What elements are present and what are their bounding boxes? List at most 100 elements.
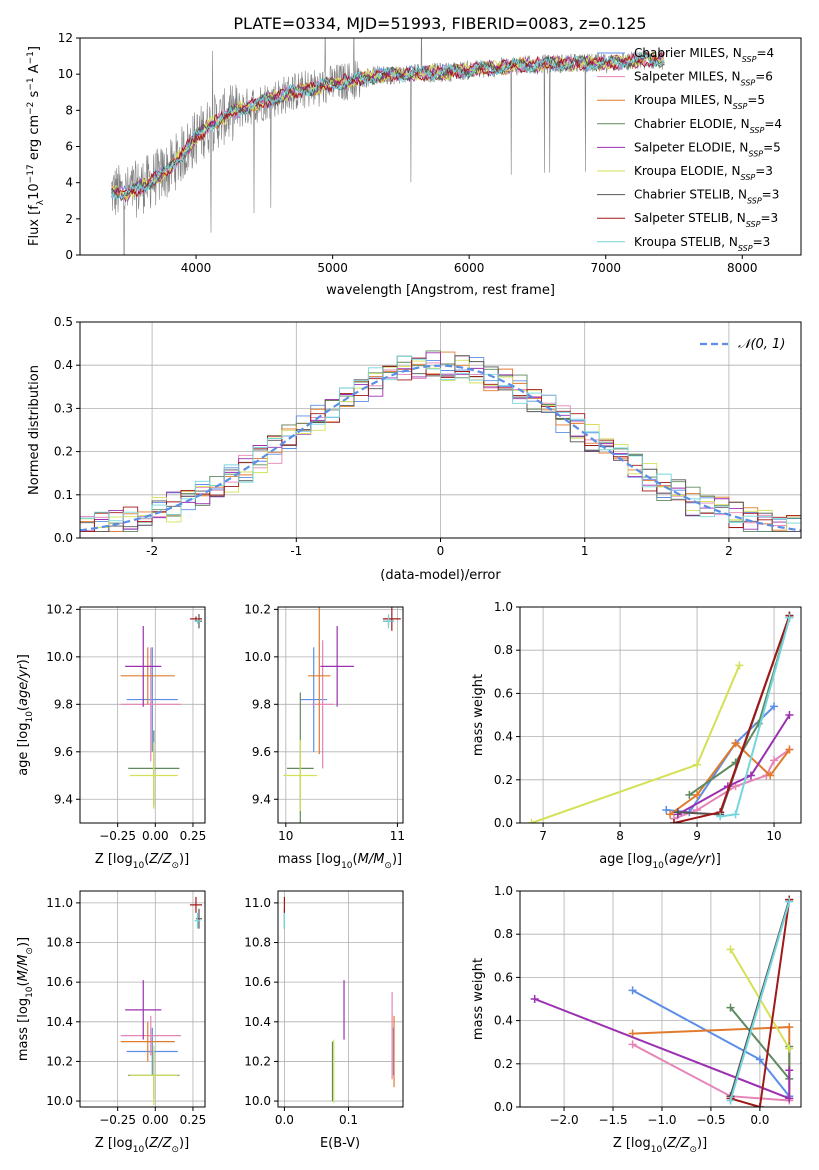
y-tick-label: 9.4 (252, 792, 271, 806)
x-tick-label: −1.5 (598, 1113, 627, 1127)
mass-weight-point-marker (766, 771, 775, 780)
y-axis-label-part: A (27, 64, 42, 77)
y-tick-label: 0.2 (494, 1057, 513, 1071)
x-axis-label: mass [log10(M/M⊙)] (278, 852, 402, 871)
y-axis-label-part: M/M (16, 955, 31, 982)
y-axis-label: age [log10(age/yr)] (16, 654, 35, 776)
mass-weight-series-line (730, 899, 791, 1107)
mass-weight-point-marker (726, 1003, 735, 1012)
normal-distribution-curve (80, 364, 801, 532)
x-axis-label-part: ⊙ (384, 861, 392, 871)
x-axis-label: Z [log10(Z/Z⊙)] (95, 1136, 189, 1155)
y-axis-label: Flux [fλ10−17 erg cm−2 s−1 A−1] (26, 46, 46, 246)
legend-label: Salpeter STELIB, NSSP=3 (634, 211, 778, 229)
y-axis-label-part: −1 (26, 51, 36, 64)
x-axis-label: (data-model)/error (380, 568, 501, 583)
y-tick-label: 0.8 (494, 643, 513, 657)
y-tick-label: 4 (65, 176, 73, 190)
mass-weight-point-marker (731, 739, 740, 748)
x-tick-label: 0.00 (142, 829, 169, 843)
x-tick-label: 7 (539, 829, 547, 843)
x-axis-label: Z [log10(Z/Z⊙)] (95, 852, 189, 871)
x-axis-label-part: M/M (358, 852, 385, 867)
mass-weight-series-line (677, 714, 791, 816)
plot-area (80, 350, 801, 532)
x-axis-label-part: Z/Z (666, 1136, 690, 1151)
y-tick-label: 0.1 (54, 488, 73, 502)
histogram-step-line (80, 350, 801, 532)
mass-weight-point-marker (716, 812, 725, 821)
mass-weight-point-marker (726, 1096, 735, 1105)
x-axis-label-part: ⊙ (171, 1145, 179, 1155)
y-tick-label: 10.2 (46, 1054, 73, 1068)
legend-label-name: Salpeter ELODIE, N (634, 140, 748, 154)
y-tick-label: 0.4 (54, 358, 73, 372)
y-axis-label-part: age [log (16, 723, 31, 776)
y-tick-label: 1.0 (494, 600, 513, 614)
x-axis-label-part: 10 (133, 1145, 145, 1155)
mass-weight-point-marker (785, 1066, 794, 1075)
x-tick-label: 0.0 (275, 1113, 294, 1127)
x-axis-label-part: ( (144, 852, 149, 867)
y-axis-label: mass weight (471, 674, 486, 756)
legend-label-count: =5 (763, 140, 781, 154)
x-axis-label-part: ( (662, 1136, 667, 1151)
plot-area (120, 896, 202, 1106)
y-axis-label-part: )] (16, 937, 31, 947)
x-axis-label-part: )] (392, 852, 402, 867)
legend-label: Kroupa STELIB, NSSP=3 (634, 235, 770, 253)
mass-weight-point-marker (693, 790, 702, 799)
legend-label: Salpeter ELODIE, NSSP=5 (634, 140, 781, 158)
mass-weight-point-marker (669, 819, 678, 823)
axes-frame (79, 890, 206, 1108)
x-axis-label-part: Z/Z (148, 852, 172, 867)
y-tick-label: 10.0 (46, 650, 73, 664)
mass-vs-ebv-panel: 0.0 0.1 10.0 10.2 10.4 10.6 10.8 11.0 E(B-V) (244, 890, 404, 1151)
y-axis-label-part: ] (27, 46, 42, 51)
y-tick-label: 9.6 (252, 745, 271, 759)
legend-label: Salpeter MILES, NSSP=6 (634, 70, 773, 88)
y-tick-label: 10.2 (244, 1054, 271, 1068)
x-tick-label: 0.25 (180, 1113, 207, 1127)
axes-frame (519, 890, 802, 1108)
plot-area (527, 611, 794, 823)
y-axis-label-part: erg cm (27, 115, 42, 164)
mass-weight-point-marker (755, 1103, 764, 1107)
y-tick-label: 10.0 (244, 650, 271, 664)
mass-weight-series-line (673, 748, 791, 820)
legend-label-name: Chabrier ELODIE, N (634, 117, 750, 131)
x-axis-label-part: age/yr (669, 852, 712, 867)
legend-label-count: =3 (762, 188, 780, 202)
x-axis-label: E(B-V) (320, 1136, 360, 1151)
mass-weight-point-marker (785, 613, 794, 622)
mass-weight-point-marker (785, 897, 794, 906)
mass-weight-point-marker (673, 808, 682, 817)
mass-weight-point-marker (785, 1023, 794, 1032)
x-tick-label: 8 (616, 829, 624, 843)
mass-weight-point-marker (770, 756, 779, 765)
x-axis-label-part: Z [log (95, 852, 133, 867)
x-tick-label: 0.1 (339, 1113, 358, 1127)
x-tick-label: 7000 (590, 261, 621, 275)
legend-label-name: Kroupa STELIB, N (634, 235, 738, 249)
plot-area (283, 896, 395, 1104)
axes-frame (277, 606, 404, 824)
legend-label: Chabrier ELODIE, NSSP=4 (634, 117, 782, 135)
y-tick-label: 2 (65, 212, 73, 226)
mass-weight-point-marker (731, 810, 740, 819)
legend-label-name: Salpeter MILES, N (634, 70, 741, 84)
legend-label-count: =3 (753, 235, 771, 249)
mass-weight-point-marker (530, 995, 539, 1003)
y-tick-label: 0.4 (494, 730, 513, 744)
x-tick-label: 0 (437, 544, 445, 558)
mass-weight-point-marker (770, 702, 779, 711)
mass-weight-vs-metallicity-panel: −2.0 −1.5 −1.0 −0.5 0.0 0.0 0.2 0.4 0.6 0.8 1.0 mas… (471, 884, 802, 1155)
legend-label-count: =4 (756, 46, 774, 60)
legend-label-sub: SSP (733, 102, 748, 111)
y-axis-label-part: −2 (26, 102, 36, 115)
legend-label-sub: SSP (748, 149, 763, 158)
y-tick-label: 10.0 (244, 1094, 271, 1108)
figure-title: PLATE=0334, MJD=51993, FIBERID=0083, z=0… (233, 14, 646, 33)
mass-weight-series-line (531, 664, 741, 823)
